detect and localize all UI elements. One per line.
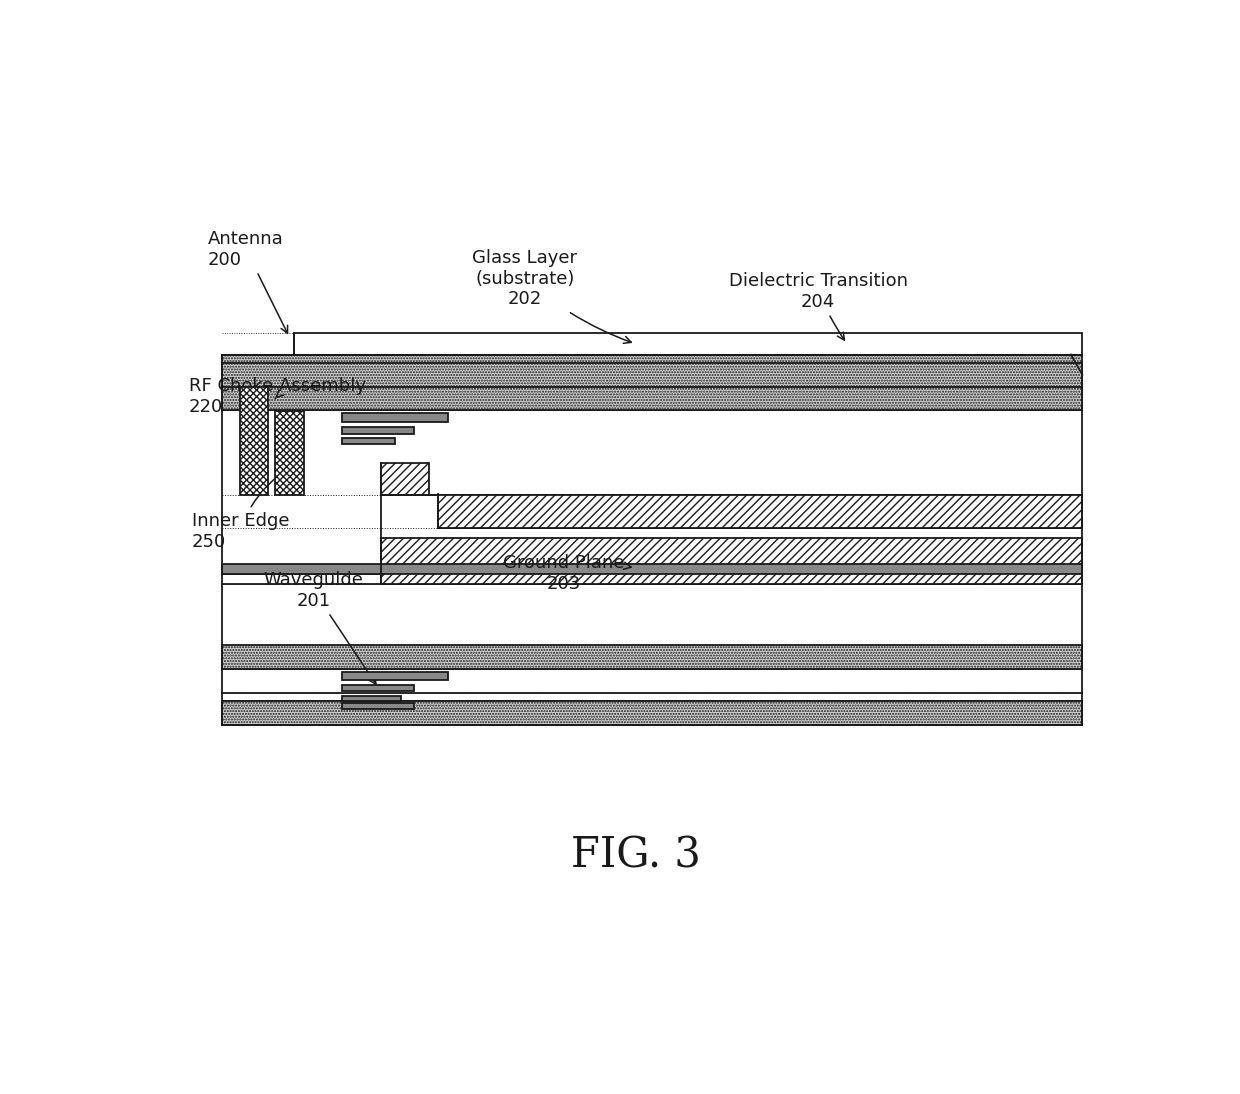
Polygon shape — [342, 427, 414, 433]
Text: Glass Layer
(substrate)
202: Glass Layer (substrate) 202 — [472, 249, 631, 344]
Text: FIG. 3: FIG. 3 — [570, 835, 701, 876]
Polygon shape — [342, 438, 396, 443]
Polygon shape — [275, 410, 304, 496]
Polygon shape — [342, 702, 414, 709]
Polygon shape — [239, 387, 268, 496]
Polygon shape — [222, 354, 1083, 379]
Text: Antenna
200: Antenna 200 — [208, 230, 288, 334]
Polygon shape — [342, 412, 448, 421]
Polygon shape — [342, 696, 401, 700]
Polygon shape — [294, 334, 1083, 354]
Polygon shape — [381, 463, 429, 496]
Polygon shape — [342, 673, 448, 680]
Text: Waveguide
201: Waveguide 201 — [264, 571, 376, 684]
Text: Inner Edge
250: Inner Edge 250 — [191, 468, 290, 550]
Polygon shape — [222, 645, 1083, 670]
Polygon shape — [222, 701, 1083, 725]
Polygon shape — [222, 387, 1083, 410]
Polygon shape — [439, 496, 1083, 527]
Text: Ground Plane
203: Ground Plane 203 — [502, 555, 631, 593]
Polygon shape — [381, 538, 1083, 584]
Polygon shape — [222, 565, 1083, 574]
Polygon shape — [222, 363, 1083, 387]
Text: Dielectric Transition
204: Dielectric Transition 204 — [729, 272, 908, 340]
Polygon shape — [342, 685, 414, 691]
Text: RF Choke Assembly
220: RF Choke Assembly 220 — [188, 377, 366, 416]
